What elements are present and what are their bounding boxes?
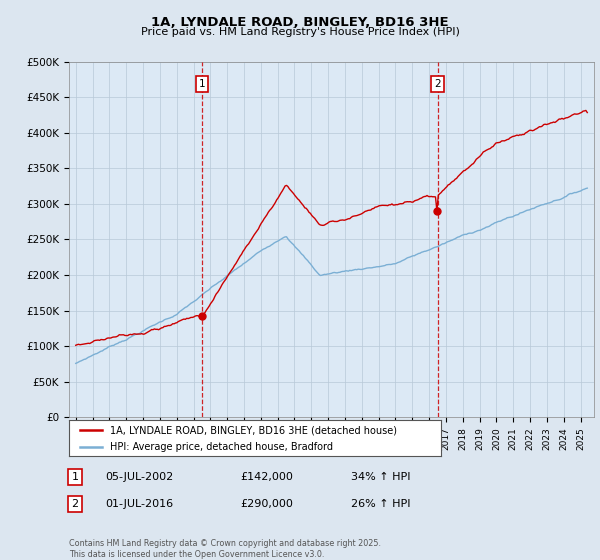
Text: HPI: Average price, detached house, Bradford: HPI: Average price, detached house, Brad… [110,442,333,451]
Text: 2: 2 [434,80,441,90]
Text: 01-JUL-2016: 01-JUL-2016 [105,499,173,509]
Text: 2: 2 [71,499,79,509]
Text: 34% ↑ HPI: 34% ↑ HPI [351,472,410,482]
Text: 1A, LYNDALE ROAD, BINGLEY, BD16 3HE (detached house): 1A, LYNDALE ROAD, BINGLEY, BD16 3HE (det… [110,425,397,435]
Text: Contains HM Land Registry data © Crown copyright and database right 2025.
This d: Contains HM Land Registry data © Crown c… [69,539,381,559]
Text: Price paid vs. HM Land Registry's House Price Index (HPI): Price paid vs. HM Land Registry's House … [140,27,460,37]
Text: £290,000: £290,000 [240,499,293,509]
Text: 1A, LYNDALE ROAD, BINGLEY, BD16 3HE: 1A, LYNDALE ROAD, BINGLEY, BD16 3HE [151,16,449,29]
Text: 1: 1 [199,80,205,90]
Text: 05-JUL-2002: 05-JUL-2002 [105,472,173,482]
Text: £142,000: £142,000 [240,472,293,482]
Text: 1: 1 [71,472,79,482]
Text: 26% ↑ HPI: 26% ↑ HPI [351,499,410,509]
